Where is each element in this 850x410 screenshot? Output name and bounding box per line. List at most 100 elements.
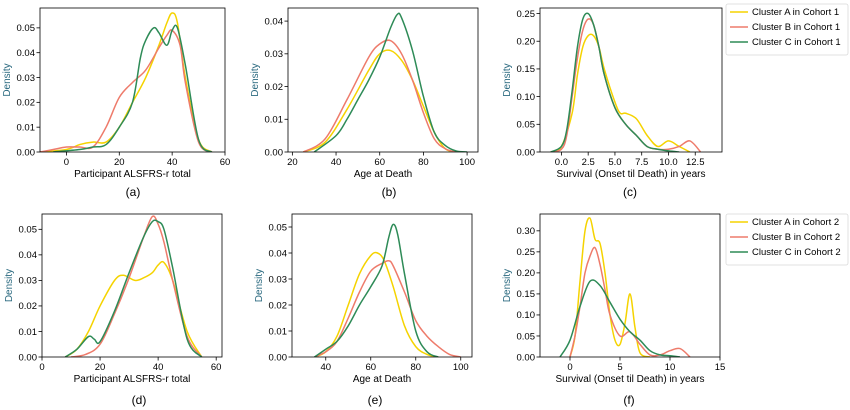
- density-curve-cluster-c: [550, 12, 680, 152]
- y-tick-label: 0.04: [269, 248, 288, 259]
- panel-caption: (f): [623, 393, 634, 407]
- legend: Cluster A in Cohort 2 Cluster B in Cohort…: [725, 213, 849, 266]
- y-tick-label: 0.04: [265, 16, 284, 27]
- x-tick-label: 20: [95, 362, 106, 373]
- y-tick-label: 0.01: [17, 122, 36, 133]
- x-tick-label: 20: [287, 157, 298, 168]
- y-tick-label: 0.05: [17, 23, 36, 34]
- legend-entry: Cluster B in Cohort 2: [752, 232, 840, 243]
- y-tick-label: 0.05: [19, 225, 38, 236]
- panel-caption: (b): [382, 185, 397, 199]
- density-curve-cluster-b: [302, 39, 457, 152]
- y-tick-label: 0.25: [517, 247, 536, 258]
- y-tick-label: 0.00: [517, 352, 536, 363]
- legend-frame: [725, 3, 849, 56]
- y-tick-label: 0.05: [269, 222, 288, 233]
- x-tick-label: 40: [167, 157, 178, 168]
- y-tick-label: 0.02: [17, 98, 36, 109]
- legend-entry: Cluster B in Cohort 1: [752, 22, 840, 33]
- y-tick-label: 0.10: [517, 310, 536, 321]
- plot-frame: [287, 7, 479, 153]
- x-tick-label: 40: [320, 362, 331, 373]
- density-curve-cluster-c: [64, 219, 203, 357]
- plot-frame: [291, 213, 473, 358]
- x-tick-label: 0: [567, 362, 572, 373]
- y-tick-label: 0.00: [265, 147, 284, 158]
- y-tick-label: 0.03: [17, 73, 36, 84]
- y-tick-label: 0.20: [517, 268, 536, 279]
- y-tick-label: 0.01: [269, 326, 288, 337]
- panel-3: 0.0 2.5 5.0 7.5 10.0 12.5 0.00 0.05 0.10 0.15 0.20…: [502, 3, 849, 199]
- y-tick-label: 0.30: [517, 226, 536, 237]
- y-tick-label: 0.15: [517, 289, 536, 300]
- density-curve-cluster-a: [569, 217, 651, 357]
- density-curve-cluster-a: [550, 33, 691, 152]
- density-curve-cluster-a: [314, 251, 439, 357]
- x-axis-label: Age at Death: [354, 169, 412, 180]
- x-tick-label: 80: [410, 362, 421, 373]
- y-tick-label: 0.04: [19, 250, 38, 261]
- y-axis-label: Density: [502, 269, 513, 302]
- y-tick-label: 0.00: [517, 147, 536, 158]
- y-tick-label: 0.01: [265, 115, 284, 126]
- x-tick-label: 15: [715, 362, 726, 373]
- plot-frame: [41, 213, 223, 358]
- panel-1: 0 20 40 60 0.00 0.01 0.02 0.03 0.04 0.05 Participa…: [2, 7, 231, 199]
- density-curve-cluster-c: [313, 12, 468, 152]
- density-curve-cluster-b: [40, 29, 213, 152]
- plot-frame: [539, 7, 723, 153]
- x-tick-label: 0: [64, 157, 69, 168]
- y-tick-label: 0.00: [269, 352, 288, 363]
- y-tick-label: 0.10: [517, 92, 536, 103]
- density-curve-cluster-c: [559, 279, 681, 357]
- x-tick-label: 10.0: [659, 157, 678, 168]
- panel-caption: (c): [623, 185, 637, 199]
- x-tick-label: 40: [331, 157, 342, 168]
- y-axis-label: Density: [502, 63, 513, 96]
- y-tick-label: 0.03: [269, 274, 288, 285]
- y-tick-label: 0.00: [17, 147, 36, 158]
- x-axis-label: Participant ALSFRS-r total: [74, 374, 191, 385]
- x-axis-label: Age at Death: [353, 374, 411, 385]
- x-tick-label: 20: [114, 157, 125, 168]
- y-axis-label: Density: [254, 269, 265, 302]
- x-tick-label: 60: [220, 157, 231, 168]
- x-tick-label: 5: [617, 362, 622, 373]
- y-tick-label: 0.15: [517, 64, 536, 75]
- x-axis-label: Survival (Onset til Death) in years: [556, 374, 705, 385]
- density-curve-cluster-c: [53, 24, 213, 152]
- plot-frame: [39, 7, 226, 153]
- plot-frame: [539, 213, 721, 358]
- panel-caption: (a): [126, 185, 141, 199]
- x-tick-label: 5.0: [608, 157, 621, 168]
- density-curve-cluster-b: [569, 246, 691, 357]
- legend-entry: Cluster A in Cohort 2: [752, 217, 839, 228]
- x-tick-label: 7.5: [635, 157, 648, 168]
- panel-5: 40 60 80 100 0.00 0.01 0.02 0.03 0.04 0.05 Age at …: [254, 213, 473, 407]
- x-tick-label: 0: [39, 362, 44, 373]
- legend-entry: Cluster A in Cohort 1: [752, 7, 839, 18]
- density-curve-cluster-b: [314, 259, 461, 357]
- x-tick-label: 80: [418, 157, 429, 168]
- density-curve-cluster-c: [314, 223, 439, 357]
- y-axis-label: Density: [250, 63, 261, 96]
- y-tick-label: 0.05: [517, 331, 536, 342]
- y-tick-label: 0.02: [19, 301, 38, 312]
- y-tick-label: 0.05: [517, 120, 536, 131]
- y-axis-label: Density: [2, 63, 13, 96]
- panel-caption: (d): [132, 393, 147, 407]
- panel-2: 20 40 60 80 100 0.00 0.01 0.02 0.03 0.04 Age at De…: [250, 7, 479, 199]
- panel-4: 0 20 40 60 0.00 0.01 0.02 0.03 0.04 0.05 Participa…: [4, 213, 223, 407]
- x-tick-label: 12.5: [686, 157, 705, 168]
- x-tick-label: 60: [211, 362, 222, 373]
- x-tick-label: 100: [459, 157, 475, 168]
- y-tick-label: 0.25: [517, 9, 536, 20]
- y-tick-label: 0.03: [19, 276, 38, 287]
- panel-caption: (e): [368, 393, 383, 407]
- y-tick-label: 0.03: [265, 49, 284, 60]
- x-axis-label: Survival (Onset til Death) in years: [557, 169, 706, 180]
- x-tick-label: 0.0: [555, 157, 568, 168]
- x-tick-label: 60: [365, 362, 376, 373]
- x-tick-label: 40: [153, 362, 164, 373]
